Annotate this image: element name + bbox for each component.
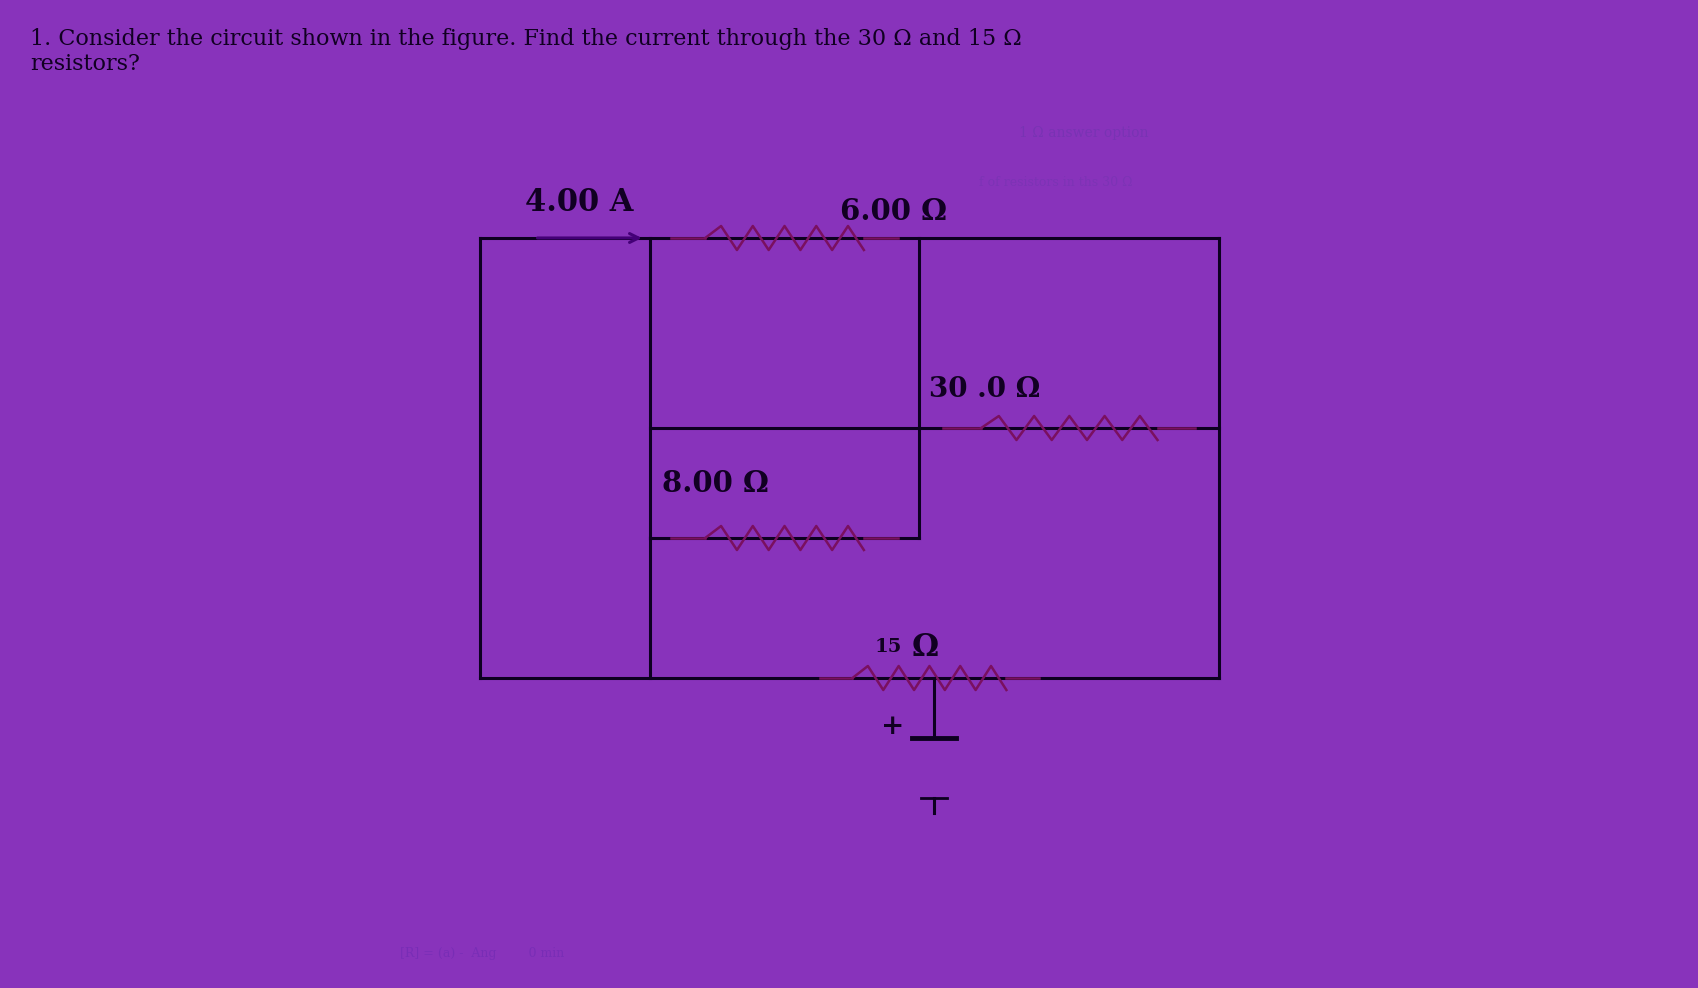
Text: Ω: Ω [910, 632, 937, 663]
Text: [R] = (a) -  Ang        0 min: [R] = (a) - Ang 0 min [399, 947, 564, 959]
Text: f of resistors in ths 30 Ω: f of resistors in ths 30 Ω [978, 177, 1133, 190]
Text: 6.00 Ω: 6.00 Ω [839, 197, 946, 226]
Text: 8.00 Ω: 8.00 Ω [661, 468, 767, 498]
Text: 1. Consider the circuit shown in the figure. Find the current through the 30 Ω a: 1. Consider the circuit shown in the fig… [31, 28, 1020, 75]
Text: 4.00 A: 4.00 A [525, 187, 633, 218]
Text: 15: 15 [874, 638, 902, 656]
Text: +: + [880, 712, 903, 739]
Text: 1 Ω answer option: 1 Ω answer option [1019, 126, 1148, 140]
Text: 30 .0 Ω: 30 .0 Ω [929, 376, 1041, 403]
